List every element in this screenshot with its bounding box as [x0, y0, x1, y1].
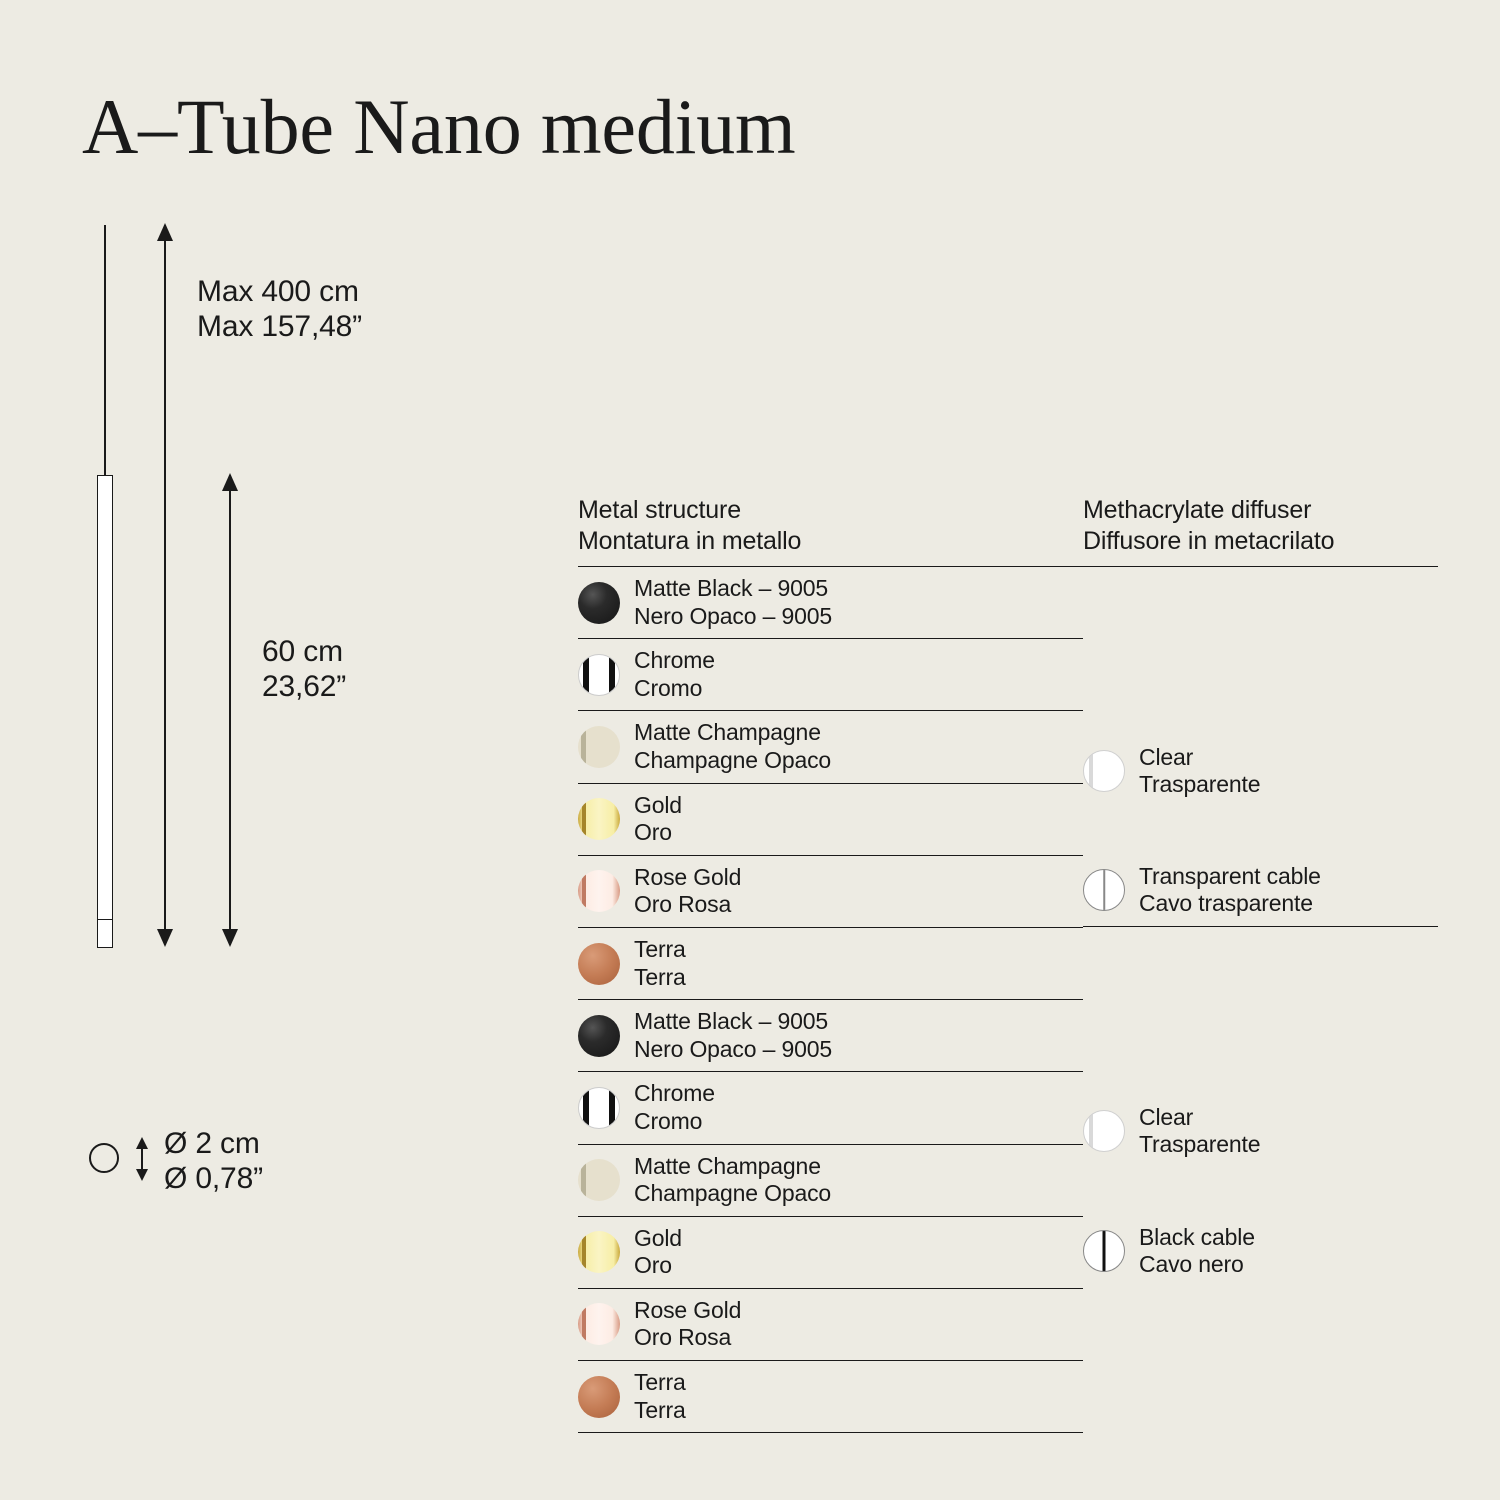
- metal-row: ChromeCromo: [578, 1072, 1083, 1144]
- diffuser-transparent-cable: Transparent cableCavo trasparente: [1083, 855, 1438, 927]
- dimension-diagram: Max 400 cmMax 157,48” 60 cm23,62” Ø 2 cm…: [82, 215, 502, 1315]
- gold-swatch-icon: [578, 1231, 620, 1273]
- terra-swatch-icon: [578, 943, 620, 985]
- metal-label: Rose GoldOro Rosa: [634, 864, 741, 919]
- diffuser-block-3: ClearTrasparente: [1083, 927, 1438, 1167]
- metal-row: Rose GoldOro Rosa: [578, 856, 1083, 928]
- page-title: A–Tube Nano medium: [82, 82, 796, 172]
- metal-row: Matte ChampagneChampagne Opaco: [578, 711, 1083, 783]
- metal-row: GoldOro: [578, 1217, 1083, 1289]
- metal-row: Matte Black – 9005Nero Opaco – 9005: [578, 1000, 1083, 1072]
- transparent-cable-swatch-icon: [1083, 869, 1125, 911]
- metal-label: Rose GoldOro Rosa: [634, 1297, 741, 1352]
- metal-row: ChromeCromo: [578, 639, 1083, 711]
- diffuser-block-4: Black cableCavo nero: [1083, 1167, 1438, 1287]
- metal-row: Matte Black – 9005Nero Opaco – 9005: [578, 567, 1083, 639]
- metal-label: ChromeCromo: [634, 1080, 715, 1135]
- black-swatch-icon: [578, 1015, 620, 1057]
- clear-swatch-icon: [1083, 1110, 1125, 1152]
- diffuser-block-1: ClearTrasparente: [1083, 567, 1438, 807]
- metal-header: Metal structureMontatura in metallo: [578, 495, 1083, 567]
- champ-swatch-icon: [578, 726, 620, 768]
- metal-row: Rose GoldOro Rosa: [578, 1289, 1083, 1361]
- chrome-swatch-icon: [578, 1087, 620, 1129]
- diameter-circle-icon: [89, 1143, 119, 1173]
- tube-body-shape: [97, 475, 113, 920]
- body-dimension-arrow: [222, 475, 238, 945]
- clear-swatch-icon: [1083, 750, 1125, 792]
- metal-row: GoldOro: [578, 784, 1083, 856]
- tube-cable-line: [104, 225, 106, 475]
- finish-tables: Metal structureMontatura in metallo Matt…: [578, 495, 1438, 1433]
- metal-list: Matte Black – 9005Nero Opaco – 9005 Chrom…: [578, 567, 1083, 1433]
- metal-label: Matte Black – 9005Nero Opaco – 9005: [634, 575, 832, 630]
- metal-label: Matte Black – 9005Nero Opaco – 9005: [634, 1008, 832, 1063]
- cable-dimension-label: Max 400 cmMax 157,48”: [197, 275, 362, 344]
- rose-swatch-icon: [578, 1303, 620, 1345]
- metal-label: GoldOro: [634, 792, 682, 847]
- black-cable-swatch-icon: [1083, 1230, 1125, 1272]
- terra-swatch-icon: [578, 1376, 620, 1418]
- diffuser-black-cable: Black cableCavo nero: [1083, 1216, 1438, 1287]
- diffuser-header: Methacrylate diffuserDiffusore in metacr…: [1083, 495, 1438, 567]
- cable-dimension-arrow: [157, 225, 173, 945]
- black-swatch-icon: [578, 582, 620, 624]
- diameter-label: Ø 2 cmØ 0,78”: [164, 1127, 263, 1196]
- diameter-arrow: [134, 1139, 150, 1179]
- gold-swatch-icon: [578, 798, 620, 840]
- diffuser-clear-2: ClearTrasparente: [1083, 1096, 1438, 1167]
- metal-row: TerraTerra: [578, 928, 1083, 1000]
- metal-label: TerraTerra: [634, 1369, 686, 1424]
- body-dimension-label: 60 cm23,62”: [262, 635, 346, 704]
- metal-label: ChromeCromo: [634, 647, 715, 702]
- rose-swatch-icon: [578, 870, 620, 912]
- champ-swatch-icon: [578, 1159, 620, 1201]
- chrome-swatch-icon: [578, 654, 620, 696]
- diffuser-clear-1: ClearTrasparente: [1083, 736, 1438, 807]
- tube-cap-shape: [97, 920, 113, 948]
- metal-label: TerraTerra: [634, 936, 686, 991]
- metal-row: TerraTerra: [578, 1361, 1083, 1433]
- diffuser-block-2: Transparent cableCavo trasparente: [1083, 807, 1438, 927]
- metal-label: Matte ChampagneChampagne Opaco: [634, 1153, 831, 1208]
- metal-label: GoldOro: [634, 1225, 682, 1280]
- metal-row: Matte ChampagneChampagne Opaco: [578, 1145, 1083, 1217]
- metal-label: Matte ChampagneChampagne Opaco: [634, 719, 831, 774]
